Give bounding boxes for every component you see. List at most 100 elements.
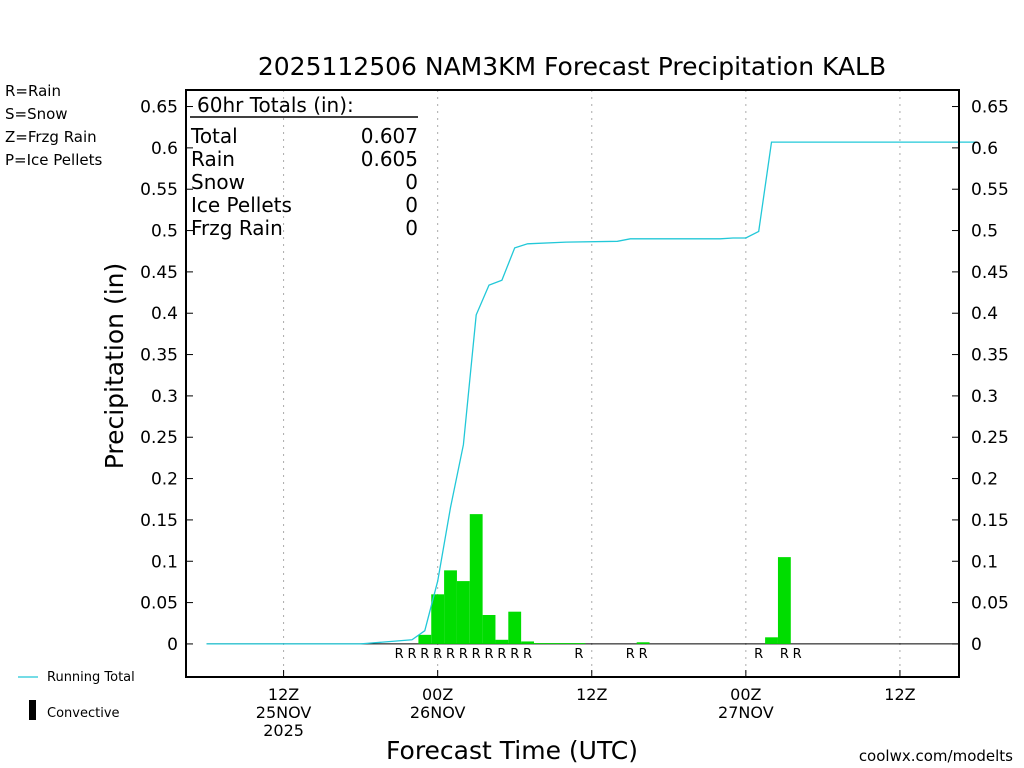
ptype-marker: R: [472, 647, 481, 662]
precip-bars: [418, 514, 791, 644]
precip-bar: [431, 594, 445, 644]
y-axis-left: 0 0.05 0.1 0.15 0.2 0.25 0.3 0.35 0.4 0.45 0.5 0.55…: [140, 98, 193, 655]
totals-row-label: Snow: [191, 170, 245, 194]
y-tick-label: 0.6: [971, 139, 998, 159]
y-tick-label: 0.45: [971, 263, 1009, 283]
x-tick-label: 00Z: [422, 685, 453, 704]
y-tick-label: 0.1: [971, 552, 998, 572]
y-tick-label: 0.05: [971, 594, 1009, 614]
x-tick-label: 26NOV: [410, 703, 466, 722]
x-tick-label: 27NOV: [718, 703, 774, 722]
y-tick-label: 0.35: [971, 346, 1009, 366]
ptype-legend: R=Rain S=Snow Z=Frzg Rain P=Ice Pellets: [5, 82, 102, 169]
y-tick-label: 0.15: [140, 511, 178, 531]
precip-bar: [456, 581, 470, 644]
y-tick-label: 0.6: [151, 139, 178, 159]
ptype-marker: R: [420, 647, 429, 662]
totals-box: 60hr Totals (in): Total 0.607 Rain 0.605 Snow…: [190, 93, 418, 240]
y-axis-right: 0 0.05 0.1 0.15 0.2 0.25 0.3 0.35 0.4 0.45 0.5 0.55…: [952, 98, 1009, 655]
y-tick-label: 0: [971, 635, 982, 655]
ptype-marker: R: [793, 647, 802, 662]
ptype-legend-entry: P=Ice Pellets: [5, 151, 102, 169]
y-tick-label: 0.45: [140, 263, 178, 283]
legend-bar-swatch: [29, 700, 36, 720]
y-tick-label: 0.3: [971, 387, 998, 407]
y-tick-label: 0.4: [971, 304, 998, 324]
y-tick-label: 0.05: [140, 594, 178, 614]
y-tick-label: 0.65: [971, 98, 1009, 118]
ptype-legend-entry: S=Snow: [5, 105, 68, 123]
precip-bar: [533, 643, 547, 644]
totals-row-value: 0: [405, 193, 418, 217]
ptype-legend-entry: Z=Frzg Rain: [5, 128, 97, 146]
precip-bar: [559, 643, 573, 644]
y-tick-label: 0.25: [140, 428, 178, 448]
ptype-marker: R: [780, 647, 789, 662]
precip-bar: [444, 570, 457, 644]
precip-bar: [765, 637, 778, 644]
y-tick-label: 0.65: [140, 98, 178, 118]
ptype-marker: R: [510, 647, 519, 662]
y-tick-label: 0.1: [151, 552, 178, 572]
chart-title: 2025112506 NAM3KM Forecast Precipitation…: [258, 52, 886, 81]
y-tick-label: 0.25: [971, 428, 1009, 448]
x-tick-label: 12Z: [576, 685, 607, 704]
precip-bar: [572, 643, 586, 644]
y-tick-label: 0.2: [151, 470, 178, 490]
y-tick-label: 0.15: [971, 511, 1009, 531]
x-tick-label: 12Z: [884, 685, 915, 704]
y-tick-label: 0: [167, 635, 178, 655]
x-tick-label: 2025: [263, 721, 304, 740]
plot-frame: [185, 89, 960, 678]
y-tick-label: 0.55: [140, 180, 178, 200]
totals-row-label: Rain: [191, 147, 235, 171]
y-tick-label: 0.2: [971, 470, 998, 490]
y-tick-label: 0.55: [971, 180, 1009, 200]
y-tick-label: 0.35: [140, 346, 178, 366]
precip-bar: [546, 643, 560, 644]
y-tick-label: 0.5: [151, 222, 178, 242]
ptype-marker: R: [497, 647, 506, 662]
precip-bar: [418, 634, 432, 644]
totals-row-label: Frzg Rain: [191, 216, 283, 240]
series-legend-entry: Running Total: [47, 670, 135, 685]
precip-bar: [521, 641, 534, 644]
ptype-marker: R: [754, 647, 763, 662]
precip-bar: [469, 514, 483, 644]
totals-row-value: 0: [405, 216, 418, 240]
ptype-marker: R: [626, 647, 635, 662]
series-legend: Running Total Convective: [18, 670, 135, 721]
ptype-marker: R: [459, 647, 468, 662]
totals-heading: 60hr Totals (in):: [197, 93, 354, 117]
totals-row-value: 0: [405, 170, 418, 194]
series-legend-entry: Convective: [47, 706, 120, 721]
credit-text: coolwx.com/modelts: [859, 747, 1013, 765]
y-tick-label: 0.3: [151, 387, 178, 407]
totals-row-label: Ice Pellets: [191, 193, 292, 217]
totals-row-label: Total: [190, 124, 238, 148]
ptype-marker: R: [485, 647, 494, 662]
y-tick-label: 0.4: [151, 304, 178, 324]
ptype-marker: R: [395, 647, 404, 662]
x-tick-label: 00Z: [730, 685, 761, 704]
precip-bar: [777, 557, 791, 644]
ptype-marker: R: [407, 647, 416, 662]
precip-bar: [482, 614, 496, 644]
precip-bar: [495, 639, 509, 644]
x-axis-label: Forecast Time (UTC): [386, 736, 638, 765]
x-tick-label: 25NOV: [256, 703, 312, 722]
precip-bar: [636, 642, 650, 644]
ptype-marker: R: [433, 647, 442, 662]
totals-row-value: 0.607: [361, 124, 418, 148]
precip-bar: [508, 611, 522, 644]
ptype-marker: R: [446, 647, 455, 662]
x-tick-label: 12Z: [268, 685, 299, 704]
totals-row-value: 0.605: [361, 147, 418, 171]
ptype-marker: R: [639, 647, 648, 662]
x-gridlines: [283, 90, 901, 677]
ptype-marker: R: [574, 647, 583, 662]
y-axis-label: Precipitation (in): [100, 263, 129, 470]
